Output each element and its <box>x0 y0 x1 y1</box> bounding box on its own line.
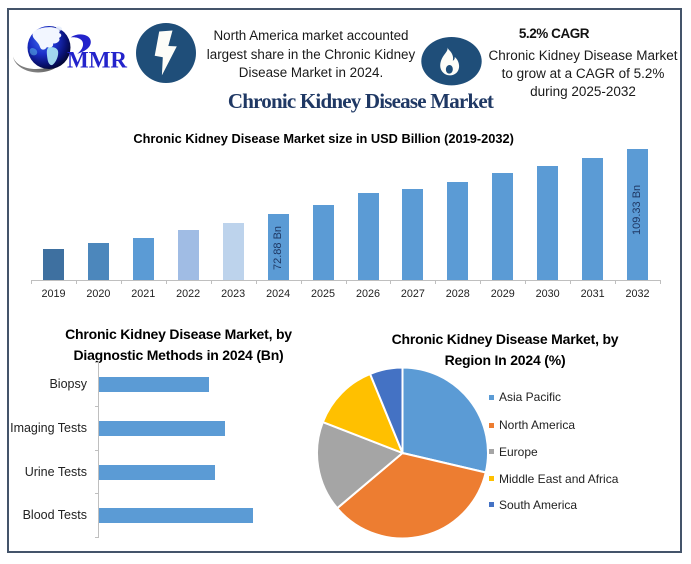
svg-text:MMR: MMR <box>67 48 127 73</box>
